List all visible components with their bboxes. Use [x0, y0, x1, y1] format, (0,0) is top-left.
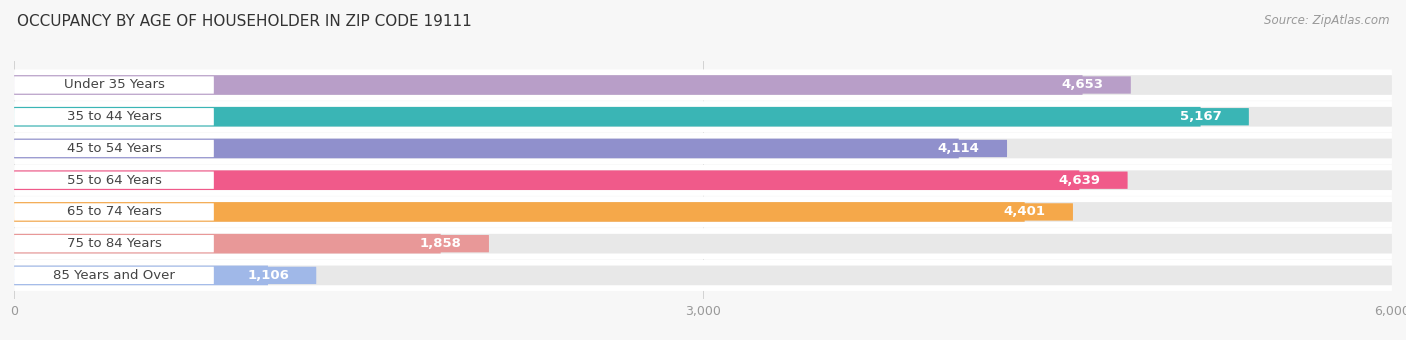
FancyBboxPatch shape	[14, 75, 1392, 95]
Text: 4,639: 4,639	[1059, 174, 1101, 187]
FancyBboxPatch shape	[14, 266, 1392, 285]
FancyBboxPatch shape	[14, 203, 214, 221]
FancyBboxPatch shape	[14, 170, 1080, 190]
FancyBboxPatch shape	[219, 267, 316, 284]
FancyBboxPatch shape	[14, 69, 1392, 101]
Text: 4,653: 4,653	[1062, 79, 1104, 91]
FancyBboxPatch shape	[14, 197, 1392, 227]
Text: 45 to 54 Years: 45 to 54 Years	[66, 142, 162, 155]
FancyBboxPatch shape	[1031, 172, 1128, 189]
FancyBboxPatch shape	[14, 202, 1392, 222]
FancyBboxPatch shape	[14, 108, 214, 125]
FancyBboxPatch shape	[14, 234, 440, 254]
FancyBboxPatch shape	[14, 140, 214, 157]
Text: Under 35 Years: Under 35 Years	[63, 79, 165, 91]
Text: 65 to 74 Years: 65 to 74 Years	[66, 205, 162, 218]
Text: 1,106: 1,106	[247, 269, 290, 282]
Text: 55 to 64 Years: 55 to 64 Years	[66, 174, 162, 187]
FancyBboxPatch shape	[14, 235, 214, 252]
FancyBboxPatch shape	[14, 228, 1392, 259]
FancyBboxPatch shape	[977, 203, 1073, 221]
FancyBboxPatch shape	[14, 172, 214, 189]
FancyBboxPatch shape	[14, 165, 1392, 196]
FancyBboxPatch shape	[14, 107, 1201, 126]
FancyBboxPatch shape	[14, 101, 1392, 132]
FancyBboxPatch shape	[14, 75, 1083, 95]
FancyBboxPatch shape	[14, 133, 1392, 164]
Text: 35 to 44 Years: 35 to 44 Years	[66, 110, 162, 123]
FancyBboxPatch shape	[14, 76, 214, 94]
FancyBboxPatch shape	[392, 235, 489, 252]
Text: OCCUPANCY BY AGE OF HOUSEHOLDER IN ZIP CODE 19111: OCCUPANCY BY AGE OF HOUSEHOLDER IN ZIP C…	[17, 14, 471, 29]
FancyBboxPatch shape	[1153, 108, 1249, 125]
FancyBboxPatch shape	[14, 234, 1392, 254]
FancyBboxPatch shape	[14, 107, 1392, 126]
Text: 85 Years and Over: 85 Years and Over	[53, 269, 174, 282]
Text: 4,114: 4,114	[938, 142, 980, 155]
FancyBboxPatch shape	[14, 139, 1392, 158]
FancyBboxPatch shape	[14, 266, 269, 285]
FancyBboxPatch shape	[911, 140, 1007, 157]
FancyBboxPatch shape	[1035, 76, 1130, 94]
FancyBboxPatch shape	[14, 170, 1392, 190]
Text: 5,167: 5,167	[1180, 110, 1222, 123]
FancyBboxPatch shape	[14, 202, 1025, 222]
FancyBboxPatch shape	[14, 260, 1392, 291]
Text: Source: ZipAtlas.com: Source: ZipAtlas.com	[1264, 14, 1389, 27]
FancyBboxPatch shape	[14, 139, 959, 158]
Text: 4,401: 4,401	[1004, 205, 1046, 218]
FancyBboxPatch shape	[14, 267, 214, 284]
Text: 1,858: 1,858	[420, 237, 461, 250]
Text: 75 to 84 Years: 75 to 84 Years	[66, 237, 162, 250]
